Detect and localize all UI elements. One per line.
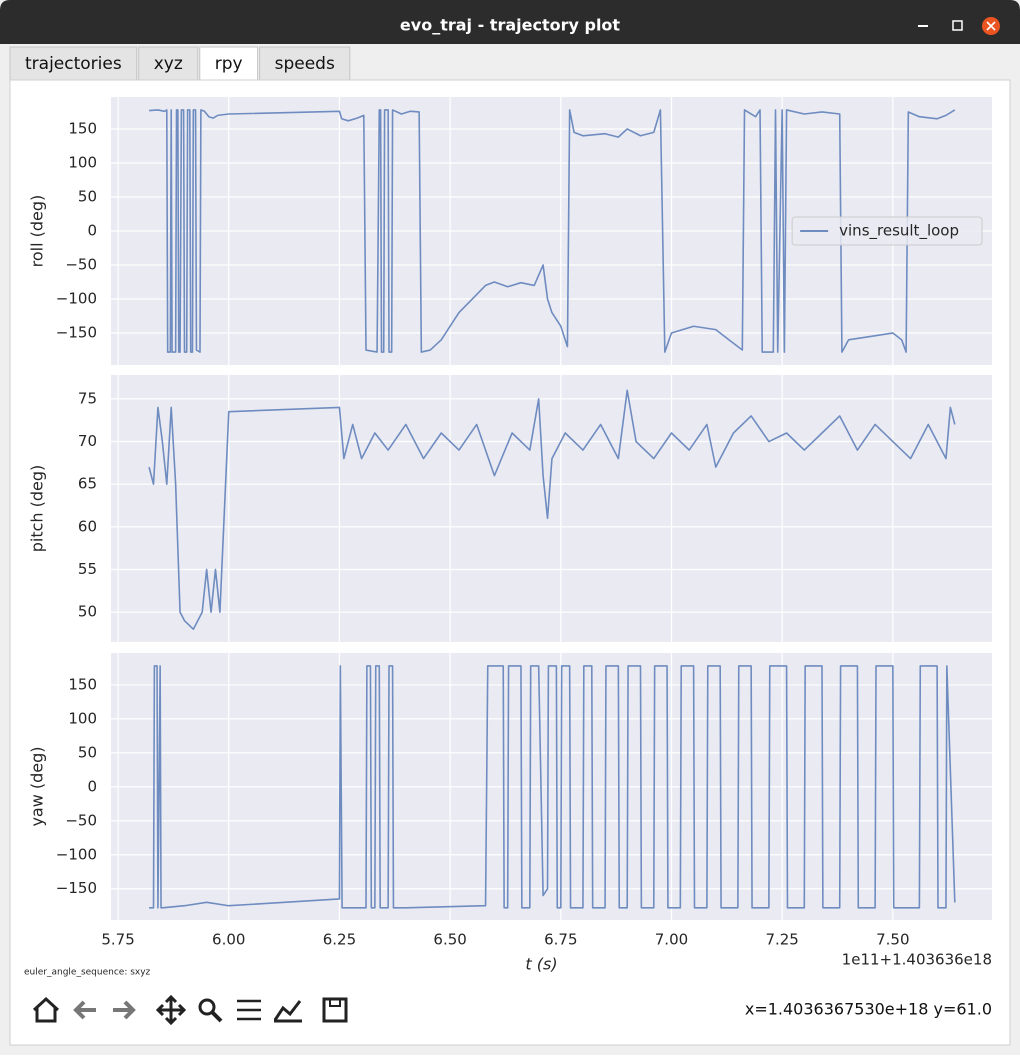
y-tick-label: 70 <box>78 432 97 450</box>
y-axis-label: yaw (deg) <box>28 746 47 826</box>
close-icon <box>986 21 996 31</box>
y-tick-label: 50 <box>78 743 97 761</box>
data-line <box>149 109 956 353</box>
home-button[interactable] <box>32 996 60 1023</box>
y-tick-label: 55 <box>78 560 97 578</box>
tab-label: rpy <box>215 54 243 74</box>
y-tick-label: 50 <box>78 187 97 205</box>
y-tick-label: 150 <box>68 675 97 693</box>
legend-label: vins_result_loop <box>839 222 959 241</box>
x-tick-label: 7.25 <box>765 931 798 949</box>
y-tick-label: 0 <box>87 222 97 240</box>
status-text: x=1.4036367530e+18 y=61.0 <box>745 1000 992 1019</box>
tab-label: speeds <box>275 54 335 74</box>
x-tick-label: 6.25 <box>323 931 356 949</box>
x-tick-label: 6.00 <box>212 931 245 949</box>
y-tick-label: 100 <box>68 153 97 171</box>
legend-box <box>791 216 983 246</box>
x-offset-label: 1e11+1.403636e18 <box>842 951 992 969</box>
figure: −150 −100 −50 0 50 100 150 roll (deg) vins_resul… <box>28 97 992 974</box>
maximize-button[interactable] <box>952 20 963 31</box>
tab-label: trajectories <box>25 54 122 74</box>
tab-bar: trajectories xyz rpy speeds <box>9 46 351 81</box>
y-tick-label: −150 <box>56 879 97 897</box>
y-tick-label: 150 <box>68 119 97 137</box>
data-line <box>148 389 956 630</box>
title-bar <box>0 0 1020 44</box>
y-tick-label: −100 <box>56 290 97 308</box>
pan-button[interactable] <box>155 994 187 1026</box>
x-tick-label: 7.00 <box>655 931 688 949</box>
save-icon <box>329 998 341 1007</box>
tab[interactable] <box>259 46 351 81</box>
configure-button[interactable] <box>237 999 261 1021</box>
zoom-handle <box>210 1010 223 1023</box>
y-tick-label: 65 <box>78 475 97 493</box>
back-button[interactable] <box>73 1000 96 1020</box>
y-tick-label: −50 <box>65 811 97 829</box>
x-tick-label: 6.50 <box>433 931 466 949</box>
x-tick-label: 7.50 <box>876 931 909 949</box>
window-title: evo_traj - trajectory plot <box>400 16 620 35</box>
y-tick-label: −50 <box>65 256 97 274</box>
x-tick-label: 5.75 <box>101 931 134 949</box>
plot-area <box>111 375 992 642</box>
y-tick-label: 100 <box>68 709 97 727</box>
minimize-button[interactable] <box>918 25 928 27</box>
y-tick-label: 0 <box>87 777 97 795</box>
y-axis-label: roll (deg) <box>28 195 47 268</box>
y-tick-label: 50 <box>78 603 97 621</box>
y-axis-label: pitch (deg) <box>28 465 47 553</box>
x-axis-label: t (s) <box>525 955 557 974</box>
tab[interactable] <box>199 46 259 81</box>
x-tick-label: 6.75 <box>544 931 577 949</box>
forward-button[interactable] <box>113 1000 136 1020</box>
data-line <box>149 665 956 909</box>
toolbar <box>32 994 348 1026</box>
y-tick-label: 75 <box>78 389 97 407</box>
zoom-button[interactable] <box>198 998 216 1016</box>
tab-label: xyz <box>154 54 183 74</box>
figure-text: euler_angle_sequence: sxyz <box>24 968 151 978</box>
y-tick-label: 60 <box>78 517 97 535</box>
y-tick-label: −150 <box>56 324 97 342</box>
edit-axis-button[interactable] <box>273 1000 302 1023</box>
y-tick-label: −100 <box>56 845 97 863</box>
